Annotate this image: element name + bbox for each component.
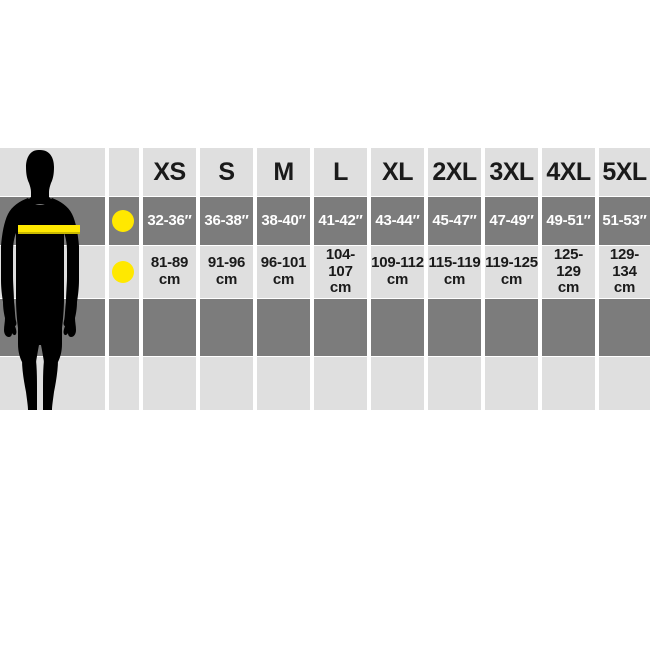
cm-value: 109-112: [371, 254, 424, 272]
column-gutter: [139, 148, 143, 410]
table-cell-cm-xs: 81-89 cm: [143, 246, 196, 298]
column-header-5xl: 5XL: [602, 158, 647, 186]
cm-unit: cm: [443, 271, 466, 288]
column-gutter: [367, 148, 371, 410]
column-header-3xl: 3XL: [489, 158, 534, 186]
table-cell-cm-xl: 109-112 cm: [371, 246, 424, 298]
cm-value: 125-129: [553, 245, 584, 280]
table-cell-inches-xl: 43-44″: [375, 211, 420, 229]
cm-unit: cm: [215, 271, 238, 288]
cm-unit: cm: [158, 271, 181, 288]
cm-unit: cm: [272, 271, 295, 288]
row-marker-dot-inches: [112, 210, 134, 232]
column-gutter: [105, 148, 109, 410]
cm-unit: cm: [500, 271, 523, 288]
table-cell-cm-3xl: 119-125 cm: [485, 246, 538, 298]
table-cell-cm-l: 104-107 cm: [314, 246, 367, 298]
column-header-xs: XS: [153, 158, 186, 186]
column-gutter: [196, 148, 200, 410]
column-header-s: S: [218, 158, 235, 186]
table-cell-cm-m: 96-101 cm: [257, 246, 310, 298]
cm-value: 129-134: [609, 245, 640, 280]
size-chart: XS S M L XL 2XL 3XL 4XL 5XL 32-36″ 36-38…: [0, 148, 650, 410]
column-header-4xl: 4XL: [546, 158, 591, 186]
table-cell-inches-s: 36-38″: [204, 211, 249, 229]
table-cell-inches-3xl: 47-49″: [489, 211, 534, 229]
cm-unit: cm: [386, 271, 409, 288]
table-cell-cm-5xl: 129-134 cm: [599, 246, 650, 298]
table-cell-inches-2xl: 45-47″: [432, 211, 477, 229]
chest-measure-band: [18, 225, 80, 234]
cm-value: 81-89: [150, 254, 189, 272]
table-cell-cm-2xl: 115-119 cm: [428, 246, 481, 298]
column-header-m: M: [273, 158, 294, 186]
column-gutter: [481, 148, 485, 410]
column-gutter: [424, 148, 428, 410]
column-header-xl: XL: [382, 158, 413, 186]
cm-value: 119-125: [485, 254, 538, 272]
male-torso-icon: [1, 150, 79, 410]
cm-unit: cm: [557, 279, 580, 297]
cm-unit: cm: [329, 279, 352, 297]
cm-value: 96-101: [260, 254, 307, 272]
table-cell-cm-4xl: 125-129 cm: [542, 246, 595, 298]
column-gutter: [538, 148, 542, 410]
column-header-l: L: [333, 158, 348, 186]
table-cell-inches-xs: 32-36″: [147, 211, 192, 229]
table-cell-inches-5xl: 51-53″: [602, 211, 647, 229]
column-gutter: [595, 148, 599, 410]
cm-value: 115-119: [428, 254, 481, 272]
figure-silhouette: [0, 148, 105, 410]
column-header-2xl: 2XL: [432, 158, 477, 186]
cm-unit: cm: [613, 279, 636, 297]
column-gutter: [253, 148, 257, 410]
table-cell-cm-s: 91-96 cm: [200, 246, 253, 298]
cm-value: 91-96: [207, 254, 246, 272]
column-gutter: [310, 148, 314, 410]
cm-value: 104-107: [325, 245, 356, 280]
table-cell-inches-m: 38-40″: [261, 211, 306, 229]
table-cell-inches-4xl: 49-51″: [546, 211, 591, 229]
row-marker-dot-cm: [112, 261, 134, 283]
table-cell-inches-l: 41-42″: [318, 211, 363, 229]
